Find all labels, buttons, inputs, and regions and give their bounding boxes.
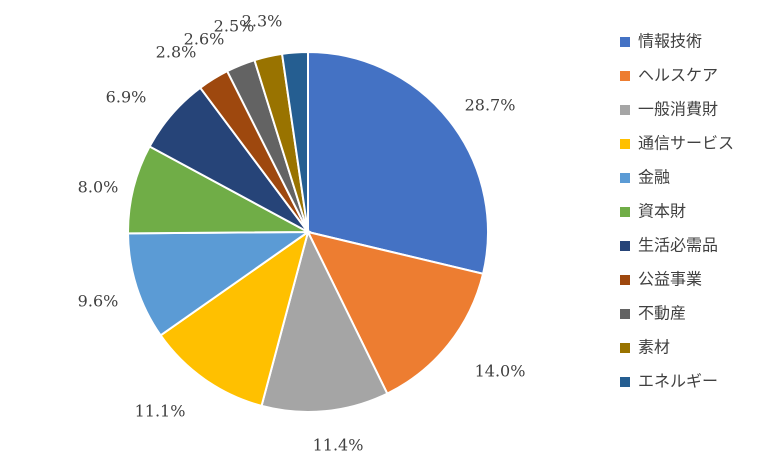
legend-label-5: 金融 bbox=[638, 168, 670, 187]
legend-label-4: 通信サービス bbox=[638, 134, 734, 153]
pie-data-labels: 28.7% 14.0% 11.4% 11.1% 9.6% 8.0% 6.9% 2.8%2.6%… bbox=[78, 12, 526, 455]
legend-label-2: ヘルスケア bbox=[638, 66, 718, 85]
pie-slice-4 bbox=[159, 229, 310, 408]
pie-slice-3 bbox=[260, 229, 389, 413]
pie-slices bbox=[127, 50, 489, 413]
legend-swatch-10 bbox=[620, 343, 630, 353]
legend-label-10: 素材 bbox=[638, 338, 670, 357]
data-label-2: 14.0% bbox=[475, 362, 526, 381]
legend-label-9: 不動産 bbox=[638, 304, 686, 323]
data-label-8: 2.8% bbox=[156, 43, 197, 62]
legend-swatch-3 bbox=[620, 105, 630, 115]
legend-label-1: 情報技術 bbox=[638, 32, 702, 51]
legend: 情報技術ヘルスケア一般消費財通信サービス金融資本財生活必需品公益事業不動産素材エ… bbox=[620, 32, 734, 391]
data-label-11: 2.3% bbox=[242, 12, 283, 31]
data-label-5: 9.6% bbox=[78, 292, 119, 311]
legend-label-7: 生活必需品 bbox=[638, 236, 718, 255]
legend-swatch-7 bbox=[620, 241, 630, 251]
data-label-6: 8.0% bbox=[78, 178, 119, 197]
pie-slice-1 bbox=[307, 50, 489, 275]
legend-swatch-8 bbox=[620, 275, 630, 285]
legend-swatch-9 bbox=[620, 309, 630, 319]
data-label-3: 11.4% bbox=[313, 436, 364, 455]
data-label-9: 2.6% bbox=[184, 30, 225, 49]
legend-swatch-11 bbox=[620, 377, 630, 387]
pie-slice-6 bbox=[127, 145, 309, 235]
legend-swatch-1 bbox=[620, 37, 630, 47]
data-label-1: 28.7% bbox=[465, 96, 516, 115]
legend-swatch-6 bbox=[620, 207, 630, 217]
legend-label-6: 資本財 bbox=[638, 202, 686, 221]
legend-label-3: 一般消費財 bbox=[638, 100, 718, 119]
pie-slice-5 bbox=[127, 230, 312, 337]
legend-swatch-2 bbox=[620, 71, 630, 81]
legend-label-8: 公益事業 bbox=[638, 270, 702, 289]
legend-label-11: エネルギー bbox=[638, 372, 718, 391]
legend-swatch-5 bbox=[620, 173, 630, 183]
data-label-4: 11.1% bbox=[135, 402, 186, 421]
legend-swatch-4 bbox=[620, 139, 630, 149]
pie-slice-2 bbox=[306, 230, 485, 395]
pie-slice-11 bbox=[280, 50, 309, 233]
data-label-10: 2.5% bbox=[214, 17, 255, 36]
data-label-7: 6.9% bbox=[106, 88, 147, 107]
